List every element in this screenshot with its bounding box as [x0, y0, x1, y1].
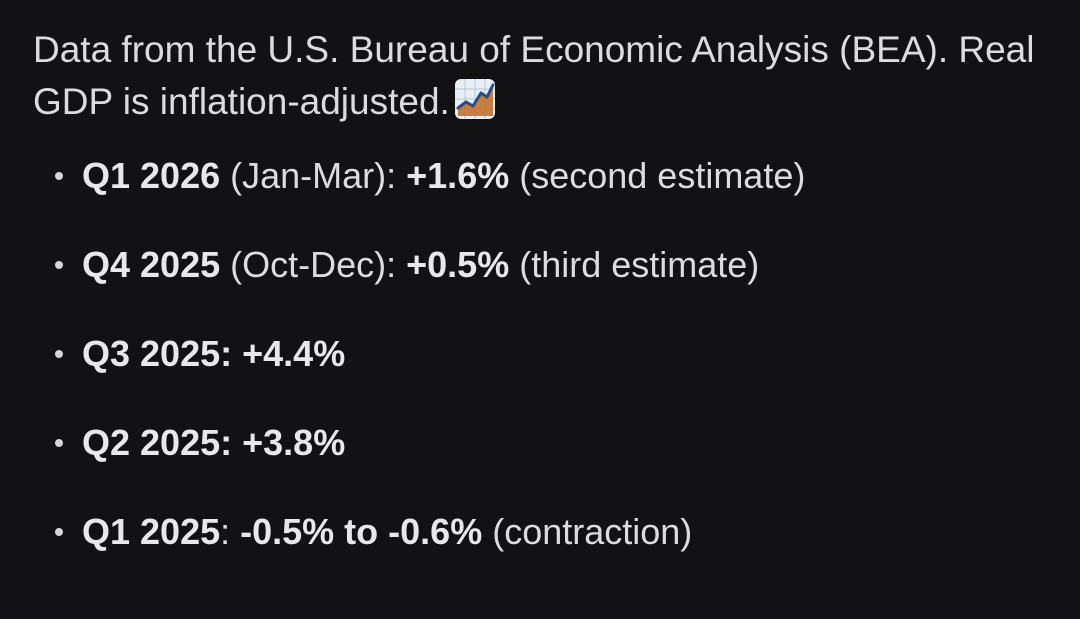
item-value: +4.4% [242, 333, 346, 374]
item-quarter: Q4 2025 [82, 244, 221, 285]
item-value: +3.8% [242, 422, 346, 463]
list-item: Q2 2025: +3.8% [33, 417, 1063, 469]
item-period: : [220, 511, 241, 552]
chart-increasing-icon [454, 79, 495, 119]
item-quarter: Q1 2025 [82, 511, 221, 552]
item-quarter: Q1 2026 [82, 155, 221, 196]
item-value: +0.5% [406, 244, 510, 285]
item-period: (Jan-Mar): [220, 155, 407, 196]
list-item: Q3 2025: +4.4% [33, 328, 1063, 380]
item-note: (contraction) [482, 511, 693, 552]
item-value: +1.6% [406, 155, 510, 196]
list-item: Q1 2025: -0.5% to -0.6% (contraction) [33, 506, 1063, 558]
list-item: Q1 2026 (Jan-Mar): +1.6% (second estimat… [33, 150, 1063, 202]
item-quarter: Q2 2025 [82, 422, 221, 463]
list-item: Q4 2025 (Oct-Dec): +0.5% (third estimate… [33, 239, 1063, 291]
bullet-dot [55, 528, 63, 536]
item-period: : [220, 422, 243, 463]
bullet-dot [55, 350, 63, 358]
item-value: -0.5% to -0.6% [240, 511, 483, 552]
bullet-dot [55, 439, 63, 447]
bullet-dot [55, 172, 63, 180]
intro-paragraph: Data from the U.S. Bureau of Economic An… [33, 24, 1063, 128]
item-note: (second estimate) [509, 155, 806, 196]
item-period: : [220, 333, 243, 374]
gdp-list: Q1 2026 (Jan-Mar): +1.6% (second estimat… [33, 150, 1063, 558]
item-quarter: Q3 2025 [82, 333, 221, 374]
message-content: Data from the U.S. Bureau of Economic An… [33, 24, 1063, 595]
item-note: (third estimate) [509, 244, 760, 285]
item-period: (Oct-Dec): [220, 244, 407, 285]
bullet-dot [55, 261, 63, 269]
intro-text: Data from the U.S. Bureau of Economic An… [33, 29, 1035, 122]
